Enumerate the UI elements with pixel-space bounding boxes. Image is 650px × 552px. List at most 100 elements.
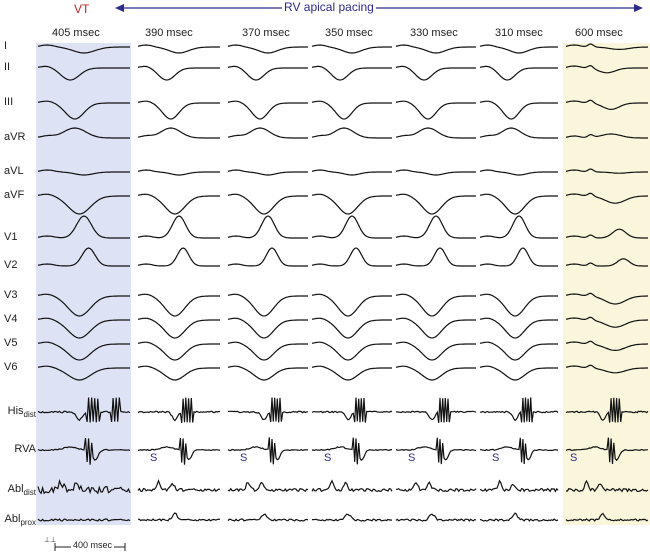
trace — [479, 169, 558, 176]
trace — [37, 44, 130, 54]
trace — [312, 513, 393, 522]
trace — [311, 479, 393, 493]
trace — [37, 365, 130, 381]
trace — [227, 365, 308, 381]
trace — [395, 513, 477, 522]
lead-label: II — [4, 61, 40, 73]
trace — [137, 193, 220, 215]
column-cycle-length: 370 msec — [242, 27, 290, 39]
trace — [311, 215, 392, 239]
lead-subscript: prox — [20, 518, 36, 528]
lead-name: V1 — [4, 231, 18, 243]
column-cycle-length: 310 msec — [495, 27, 543, 39]
trace — [565, 364, 648, 374]
stimulus-marker: S — [570, 452, 578, 464]
trace — [395, 247, 476, 267]
trace — [395, 293, 476, 317]
trace — [37, 169, 130, 176]
trace — [37, 478, 131, 495]
trace — [227, 44, 308, 54]
trace — [395, 437, 477, 465]
lead-label: V3 — [4, 289, 40, 301]
trace — [565, 437, 648, 465]
lead-name: aVL — [4, 165, 24, 177]
trace — [37, 293, 130, 317]
trace — [37, 193, 130, 215]
trace — [565, 192, 648, 204]
lead-label: V5 — [4, 337, 40, 349]
trace — [37, 397, 131, 423]
trace — [37, 127, 130, 139]
trace — [479, 127, 558, 139]
lead-name: II — [4, 61, 11, 73]
lead-label: aVF — [4, 189, 40, 201]
trace — [565, 397, 649, 423]
lead-label: V6 — [4, 361, 40, 373]
trace — [37, 341, 130, 361]
trace — [565, 340, 648, 352]
trace — [565, 258, 648, 267]
trace — [395, 65, 476, 81]
trace — [565, 228, 648, 239]
trace — [479, 65, 558, 81]
lead-name: Abl — [4, 513, 21, 525]
trace — [479, 317, 558, 339]
trace — [479, 100, 558, 120]
trace — [311, 293, 392, 317]
trace — [227, 317, 308, 339]
trace — [37, 518, 131, 522]
trace — [311, 397, 393, 423]
lead-name: aVF — [4, 189, 25, 201]
lead-name: V5 — [4, 337, 18, 349]
lead-name: V4 — [4, 313, 18, 325]
lead-label: aVR — [4, 131, 40, 143]
trace — [396, 481, 477, 493]
trace — [227, 293, 308, 317]
lead-name: I — [4, 40, 8, 52]
trace — [311, 193, 392, 215]
trace — [395, 193, 476, 215]
stimulus-marker: S — [240, 452, 248, 464]
lead-label: Ablprox — [0, 513, 36, 527]
trace — [311, 44, 392, 54]
trace — [311, 247, 392, 267]
trace — [395, 169, 476, 176]
lead-name: V2 — [4, 259, 18, 271]
column-cycle-length: 330 msec — [410, 27, 458, 39]
lead-label: I — [4, 40, 40, 52]
stimulus-marker: S — [150, 452, 158, 464]
trace — [311, 65, 392, 81]
lead-subscript: dist — [23, 410, 36, 420]
lead-name: III — [4, 96, 14, 108]
trace — [480, 437, 559, 465]
lead-label: Abldist — [0, 483, 36, 497]
trace — [137, 365, 220, 381]
trace — [395, 317, 476, 339]
column-cycle-length: 600 msec — [575, 27, 623, 39]
trace — [227, 193, 308, 215]
trace — [311, 127, 392, 139]
trace — [395, 341, 476, 361]
trace — [137, 397, 221, 423]
trace — [227, 65, 308, 81]
trace — [137, 127, 220, 139]
vt-label: VT — [74, 2, 90, 16]
column-cycle-length: 405 msec — [52, 27, 100, 39]
trace — [311, 365, 392, 381]
lead-label: V1 — [4, 231, 40, 243]
trace — [565, 168, 648, 174]
stimulus-marker: S — [492, 452, 500, 464]
trace — [565, 512, 649, 522]
trace — [137, 65, 220, 81]
trace — [37, 100, 130, 120]
lead-label: III — [4, 96, 40, 108]
lead-label: Hisdist — [0, 405, 36, 419]
trace — [227, 397, 309, 423]
trace — [227, 247, 308, 267]
trace — [565, 133, 648, 139]
trace — [565, 99, 648, 111]
trace — [137, 478, 221, 493]
